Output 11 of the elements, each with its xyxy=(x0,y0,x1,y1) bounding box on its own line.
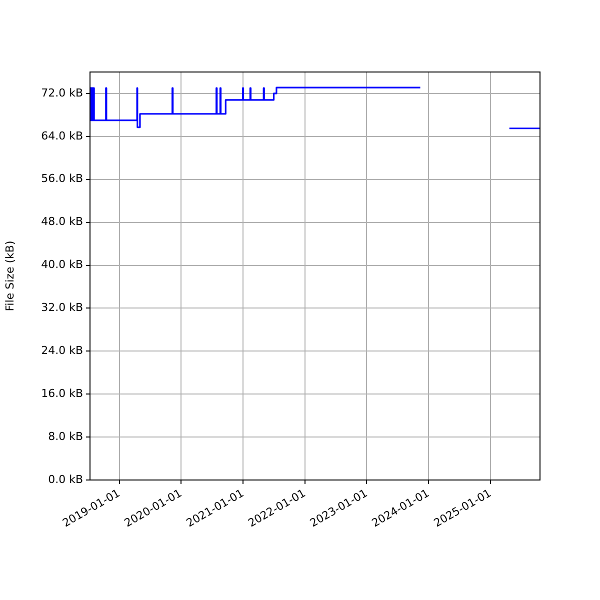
y-tick-label: 16.0 kB xyxy=(41,386,83,400)
y-tick-label: 72.0 kB xyxy=(41,86,83,100)
y-tick-label: 64.0 kB xyxy=(41,129,83,142)
y-tick-label: 48.0 kB xyxy=(41,215,83,228)
y-tick-label: 8.0 kB xyxy=(48,430,83,443)
y-axis-title: File Size (kB) xyxy=(3,240,16,312)
y-tick-label: 40.0 kB xyxy=(41,258,83,272)
y-tick-label: 0.0 kB xyxy=(48,472,83,486)
y-tick-label: 24.0 kB xyxy=(41,344,83,358)
y-tick-label: 32.0 kB xyxy=(41,301,83,314)
y-tick-label: 56.0 kB xyxy=(41,172,83,186)
